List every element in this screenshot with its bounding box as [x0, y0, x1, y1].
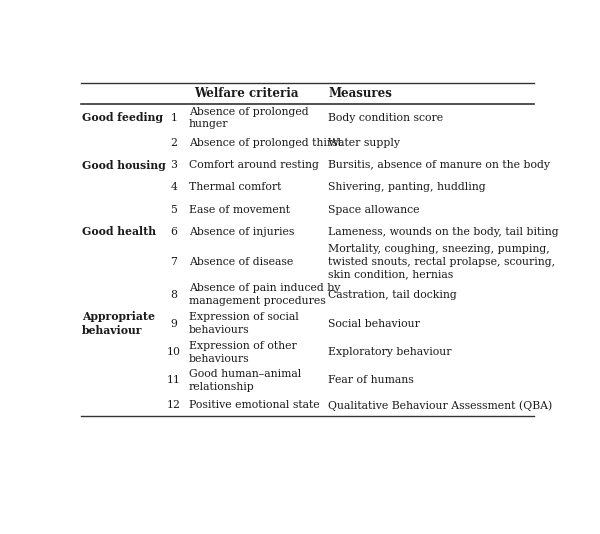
Text: Good human–animal
relationship: Good human–animal relationship	[189, 369, 301, 391]
Text: 10: 10	[167, 347, 181, 357]
Text: 9: 9	[170, 319, 178, 328]
Text: Expression of social
behaviours: Expression of social behaviours	[189, 312, 299, 335]
Text: Bursitis, absence of manure on the body: Bursitis, absence of manure on the body	[328, 160, 550, 170]
Text: Good housing: Good housing	[82, 160, 166, 171]
Text: 8: 8	[170, 290, 178, 300]
Text: Space allowance: Space allowance	[328, 205, 420, 215]
Text: Absence of pain induced by
management procedures: Absence of pain induced by management pr…	[189, 284, 340, 306]
Text: Measures: Measures	[328, 87, 392, 100]
Text: Exploratory behaviour: Exploratory behaviour	[328, 347, 452, 357]
Text: Thermal comfort: Thermal comfort	[189, 183, 281, 192]
Text: Castration, tail docking: Castration, tail docking	[328, 290, 457, 300]
Text: Positive emotional state: Positive emotional state	[189, 400, 320, 410]
Text: Absence of injuries: Absence of injuries	[189, 227, 295, 237]
Text: Qualitative Behaviour Assessment (QBA): Qualitative Behaviour Assessment (QBA)	[328, 400, 553, 411]
Text: 12: 12	[167, 400, 181, 410]
Text: 6: 6	[170, 227, 178, 237]
Text: Shivering, panting, huddling: Shivering, panting, huddling	[328, 183, 486, 192]
Text: Absence of disease: Absence of disease	[189, 257, 293, 267]
Text: 4: 4	[170, 183, 178, 192]
Text: 11: 11	[167, 375, 181, 385]
Text: 3: 3	[170, 160, 178, 170]
Text: Welfare criteria: Welfare criteria	[194, 87, 298, 100]
Text: Absence of prolonged
hunger: Absence of prolonged hunger	[189, 107, 308, 129]
Text: Social behaviour: Social behaviour	[328, 319, 420, 328]
Text: Comfort around resting: Comfort around resting	[189, 160, 319, 170]
Text: 5: 5	[170, 205, 178, 215]
Text: Good health: Good health	[82, 226, 156, 237]
Text: Water supply: Water supply	[328, 138, 400, 148]
Text: 7: 7	[170, 257, 178, 267]
Text: Absence of prolonged thirst: Absence of prolonged thirst	[189, 138, 342, 148]
Text: Mortality, coughing, sneezing, pumping,
twisted snouts, rectal prolapse, scourin: Mortality, coughing, sneezing, pumping, …	[328, 244, 556, 280]
Text: Good feeding: Good feeding	[82, 113, 163, 123]
Text: Expression of other
behaviours: Expression of other behaviours	[189, 341, 296, 364]
Text: Ease of movement: Ease of movement	[189, 205, 290, 215]
Text: Appropriate
behaviour: Appropriate behaviour	[82, 311, 155, 336]
Text: 2: 2	[170, 138, 178, 148]
Text: 1: 1	[170, 113, 178, 123]
Text: Fear of humans: Fear of humans	[328, 375, 414, 385]
Text: Lameness, wounds on the body, tail biting: Lameness, wounds on the body, tail bitin…	[328, 227, 559, 237]
Text: Body condition score: Body condition score	[328, 113, 443, 123]
